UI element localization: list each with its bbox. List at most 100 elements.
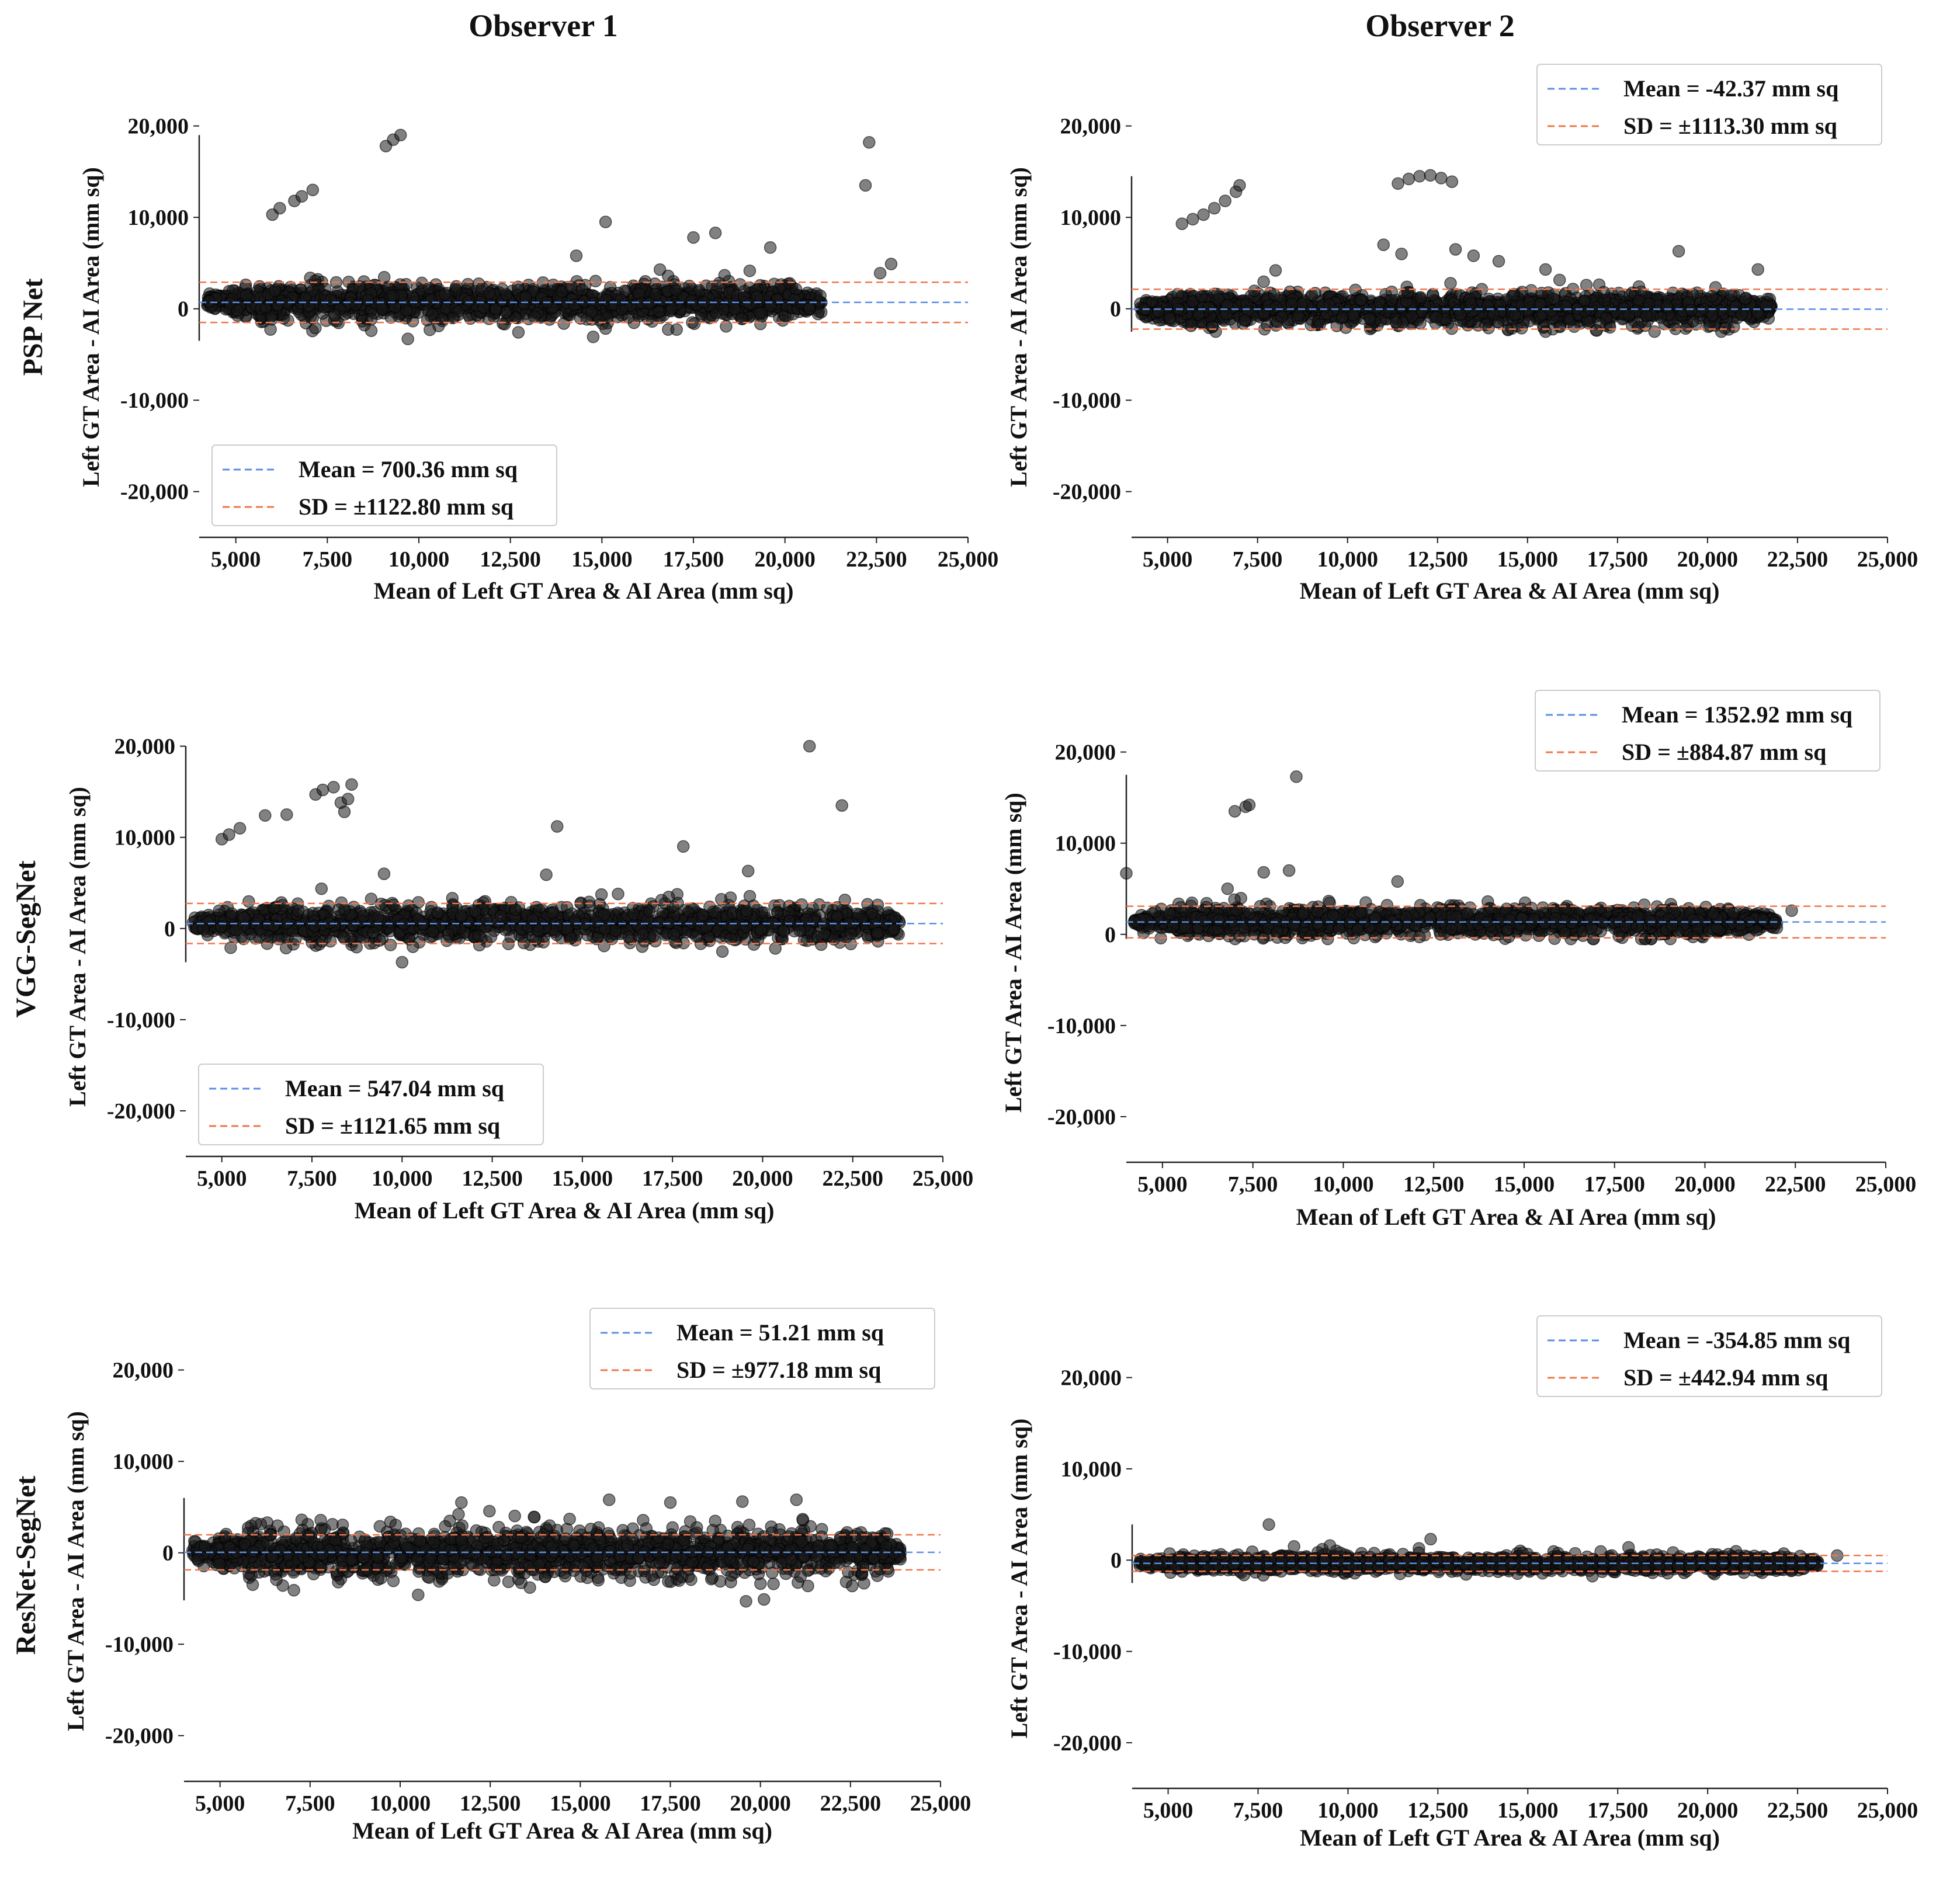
scatter-point bbox=[771, 906, 784, 919]
scatter-point-outlier bbox=[1219, 194, 1231, 207]
scatter-point bbox=[592, 314, 606, 326]
scatter-point bbox=[734, 278, 747, 291]
scatter-point bbox=[1389, 315, 1403, 329]
scatter-point bbox=[462, 294, 476, 308]
y-axis-label: Left GT Area - AI Area (mm sq) bbox=[1000, 793, 1026, 1113]
scatter-point bbox=[793, 925, 806, 937]
scatter-point bbox=[646, 315, 659, 328]
y-tick-label: 20,000 bbox=[115, 735, 176, 759]
scatter-point bbox=[1355, 293, 1368, 307]
scatter-point bbox=[887, 923, 900, 936]
scatter-point-outlier bbox=[803, 739, 816, 753]
scatter-point bbox=[653, 305, 666, 318]
scatter-points bbox=[1120, 770, 1798, 946]
scatter-point bbox=[472, 929, 485, 942]
scatter-point bbox=[512, 326, 525, 339]
scatter-point bbox=[636, 927, 650, 940]
scatter-point bbox=[324, 934, 337, 948]
scatter-point-outlier bbox=[273, 201, 286, 215]
scatter-point bbox=[1202, 301, 1216, 314]
scatter-point-outlier bbox=[550, 820, 564, 833]
x-tick-label: 10,000 bbox=[372, 1166, 433, 1191]
scatter-point bbox=[224, 297, 237, 310]
scatter-point bbox=[469, 905, 482, 918]
scatter-point bbox=[338, 903, 351, 916]
scatter-point bbox=[754, 923, 768, 936]
scatter-point bbox=[1735, 308, 1748, 321]
scatter-point bbox=[1597, 286, 1611, 298]
scatter-point bbox=[803, 302, 816, 315]
scatter-point bbox=[1146, 295, 1158, 308]
scatter-point bbox=[229, 923, 242, 937]
scatter-point bbox=[532, 924, 545, 937]
scatter-point bbox=[1632, 320, 1645, 333]
scatter-point bbox=[789, 283, 803, 296]
row-title-resnet-segnet: ResNet-SegNet bbox=[11, 1476, 41, 1655]
scatter-point bbox=[724, 932, 737, 945]
scatter-point-outlier bbox=[570, 249, 583, 262]
scatter-point-outlier bbox=[1175, 217, 1189, 230]
x-tick-label: 25,000 bbox=[1857, 547, 1918, 572]
scatter-point-outlier bbox=[676, 840, 690, 853]
scatter-point bbox=[425, 293, 438, 307]
scatter-point-outlier bbox=[687, 231, 700, 244]
scatter-point bbox=[1427, 289, 1439, 302]
scatter-point-outlier bbox=[259, 809, 272, 822]
scatter-point bbox=[386, 289, 400, 303]
scatter-point bbox=[1292, 308, 1305, 322]
y-axis-label: Left GT Area - AI Area (mm sq) bbox=[1005, 167, 1032, 487]
scatter-point-outlier bbox=[338, 805, 351, 818]
scatter-point bbox=[764, 299, 778, 312]
scatter-point bbox=[384, 939, 397, 951]
scatter-point bbox=[1465, 297, 1477, 310]
scatter-point bbox=[259, 301, 273, 314]
scatter-point bbox=[442, 928, 455, 941]
scatter-point-outlier bbox=[306, 183, 320, 196]
scatter-point-outlier bbox=[859, 179, 872, 192]
scatter-point bbox=[306, 284, 320, 297]
scatter-point bbox=[377, 270, 391, 284]
scatter-point-outlier bbox=[863, 136, 876, 149]
scatter-point bbox=[587, 331, 600, 343]
scatter-point bbox=[225, 907, 238, 920]
scatter-point-outlier bbox=[401, 332, 414, 346]
panel-vgg-obs1: 5,000 7,500 10,000 12,500 15,000 17,500 20,000… bbox=[64, 735, 973, 1224]
scatter-point bbox=[1248, 284, 1261, 297]
scatter-point bbox=[394, 278, 407, 291]
scatter-point bbox=[213, 904, 225, 918]
scatter-point-outlier bbox=[1435, 172, 1448, 185]
scatter-point-outlier bbox=[764, 241, 777, 254]
scatter-point bbox=[292, 904, 305, 917]
scatter-point bbox=[546, 906, 559, 919]
scatter-point-outlier bbox=[599, 216, 612, 228]
scatter-point bbox=[667, 900, 679, 913]
x-tick-label: 7,500 bbox=[1233, 547, 1283, 572]
scatter-point bbox=[269, 284, 282, 297]
scatter-point bbox=[1525, 284, 1538, 297]
scatter-point bbox=[1523, 297, 1536, 310]
scatter-point-outlier bbox=[1186, 213, 1199, 226]
scatter-point bbox=[1401, 286, 1414, 299]
scatter-point bbox=[1430, 311, 1443, 324]
scatter-point bbox=[668, 928, 681, 941]
y-tick-label: -20,000 bbox=[120, 480, 189, 505]
scatter-point bbox=[717, 303, 731, 316]
scatter-point bbox=[643, 905, 656, 918]
scatter-point bbox=[519, 291, 532, 304]
scatter-point bbox=[361, 294, 374, 307]
scatter-point-outlier bbox=[394, 128, 407, 142]
scatter-point bbox=[612, 887, 624, 901]
scatter-point bbox=[500, 288, 513, 301]
scatter-points bbox=[186, 739, 906, 969]
scatter-point bbox=[1594, 317, 1607, 331]
scatter-point bbox=[528, 310, 541, 324]
scatter-point bbox=[653, 916, 666, 929]
scatter-point bbox=[769, 942, 782, 955]
scatter-point bbox=[202, 295, 216, 308]
x-tick-label: 22,500 bbox=[846, 547, 907, 572]
scatter-point-outlier bbox=[741, 864, 755, 878]
scatter-points bbox=[1134, 169, 1778, 338]
scatter-point bbox=[1268, 288, 1281, 301]
x-tick-label: 20,000 bbox=[732, 1166, 793, 1191]
